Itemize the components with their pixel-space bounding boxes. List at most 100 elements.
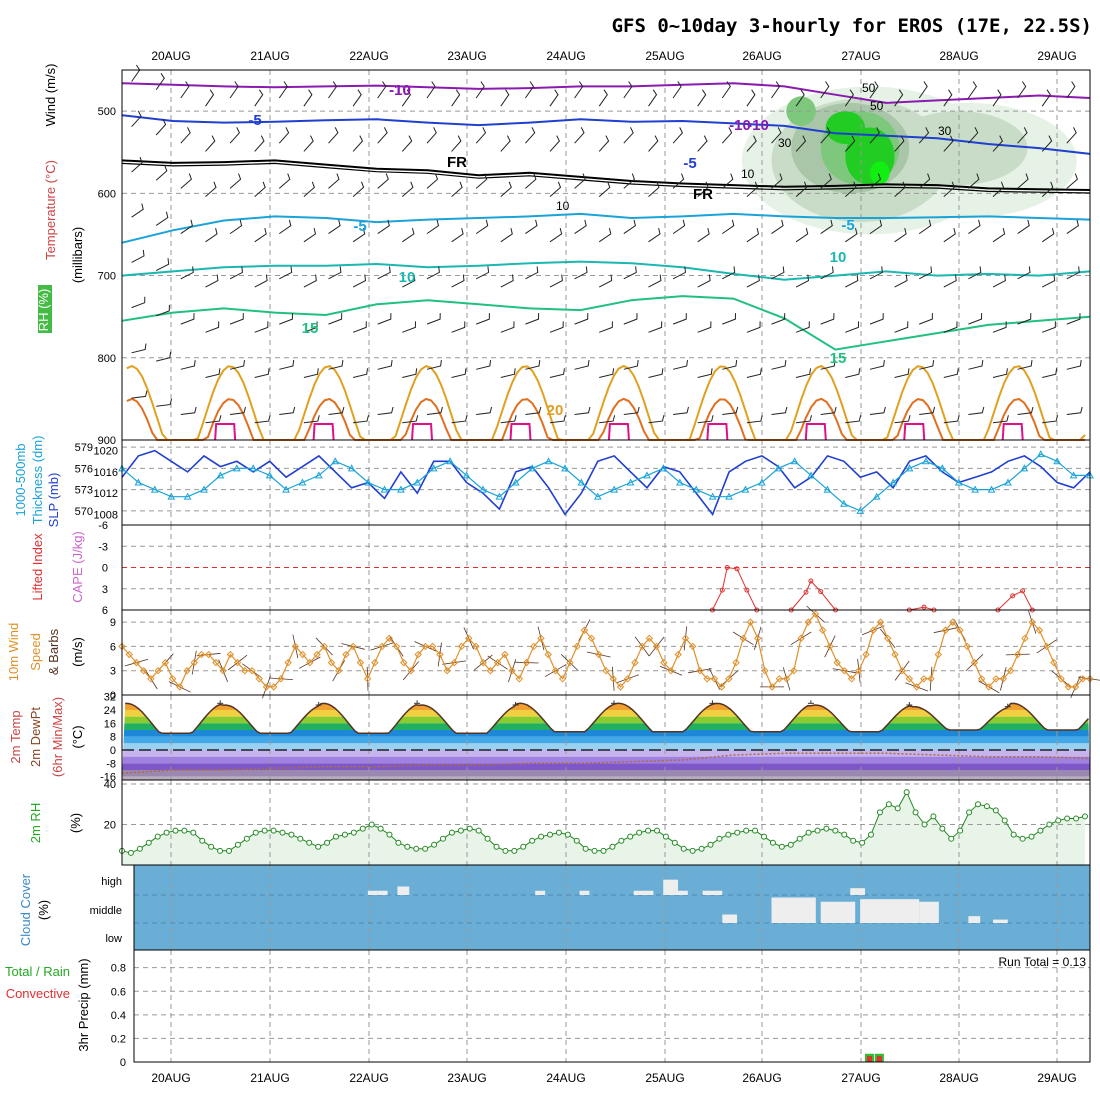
wind-barb <box>402 227 415 243</box>
wind-barb <box>574 81 584 99</box>
rh-marker <box>386 831 393 838</box>
wind-barb <box>918 173 931 189</box>
wind-barb <box>1042 415 1059 424</box>
wind-barb <box>131 156 143 173</box>
wind-barb <box>746 415 763 424</box>
lifted-index-marker <box>808 578 814 584</box>
wind-barb <box>943 135 954 152</box>
wind-speed-marker <box>515 675 524 683</box>
wind-barb <box>402 321 416 333</box>
wind-barb <box>623 173 635 189</box>
wind-barb <box>205 181 217 197</box>
cloud-bar <box>535 890 546 895</box>
wind-speed-marker <box>739 634 747 643</box>
rh2m-axis-label: (%) <box>68 813 83 833</box>
thickness-marker <box>938 464 947 472</box>
thickness-marker <box>1069 471 1078 479</box>
wind-axis-label: & Barbs <box>46 628 61 675</box>
wind-barb <box>156 398 173 407</box>
wind-barb <box>352 135 364 152</box>
wind-speed-marker <box>753 634 762 643</box>
thickness-marker <box>790 457 799 465</box>
wind-barb <box>820 173 832 189</box>
wind-speed-line <box>121 612 1090 688</box>
rh-marker <box>1019 835 1026 842</box>
wind-barb <box>1066 266 1080 280</box>
wind-barb <box>746 135 757 152</box>
isotherm-line--10 <box>121 82 1091 104</box>
wind-barb <box>1017 81 1027 99</box>
wind-barb <box>401 181 414 197</box>
wind-barb <box>254 368 270 378</box>
thickness-axis-label: Thickness (dm) <box>30 436 45 525</box>
wind-barb <box>402 274 416 288</box>
wind-barb <box>746 368 762 378</box>
wind-barb <box>180 360 196 370</box>
contour-label: -10 <box>747 117 769 134</box>
li-tick-label: 3 <box>102 584 108 596</box>
wind-speed-marker <box>761 667 769 675</box>
wind-barb <box>672 266 687 280</box>
rh-marker <box>154 833 161 840</box>
wind-barb <box>475 127 487 144</box>
wind-barb <box>820 266 834 280</box>
rh-marker <box>823 825 830 832</box>
cloud-axis-label: Cloud Cover <box>18 873 33 946</box>
rh-marker <box>350 829 357 836</box>
contour-label: -5 <box>353 218 366 235</box>
rh-marker <box>1082 813 1088 820</box>
wind-barb <box>795 274 810 288</box>
temp-band <box>122 710 1090 717</box>
rh-marker <box>966 809 973 816</box>
thickness-marker <box>331 457 340 465</box>
lifted-index-line <box>711 566 758 611</box>
temp-axis-label: 2m Temp <box>8 710 23 763</box>
cloud-axis-label: (%) <box>36 900 51 920</box>
wind-speed-marker <box>291 642 300 651</box>
thickness-marker <box>282 485 290 493</box>
wind-barb <box>377 219 390 235</box>
wind-barb <box>426 406 443 415</box>
rh-marker <box>645 827 652 834</box>
wind-barb <box>451 415 468 424</box>
temp-tick-label: 8 <box>110 732 116 744</box>
wind-speed-marker <box>623 675 632 683</box>
wind-speed-marker <box>342 650 350 659</box>
rh-contour-label: 50 <box>862 81 876 95</box>
wind-barb <box>796 415 812 424</box>
wind-barb <box>525 406 542 415</box>
cloud-band-label: low <box>105 933 122 945</box>
lifted-index-marker <box>1010 593 1016 599</box>
wind-speed-marker <box>335 667 343 675</box>
wind-barb <box>968 360 984 370</box>
wind-speed-marker <box>219 667 227 675</box>
wind-barb <box>500 89 510 107</box>
wind-barb <box>278 173 291 189</box>
wind-speed-marker <box>985 683 993 691</box>
wind-barb <box>1017 406 1034 415</box>
wind-barb <box>574 313 589 325</box>
wind-barb <box>451 321 466 333</box>
wind-barb <box>869 127 880 144</box>
wind-barb <box>254 181 266 197</box>
panel-frame <box>121 439 1091 526</box>
upper-axis-label: Temperature (°C) <box>43 160 58 260</box>
rh-marker <box>805 829 812 836</box>
slp-axis-label: SLP (mb) <box>46 473 61 528</box>
lifted-index-marker <box>818 589 824 595</box>
wind-barb <box>303 135 314 152</box>
wind-barb <box>599 415 616 424</box>
temp-band <box>122 716 1090 724</box>
wind-barb <box>844 135 856 152</box>
precip-tick-label: 0.6 <box>111 986 126 998</box>
isotherm-line-FR <box>121 159 1091 191</box>
wind-speed-marker <box>465 634 473 643</box>
wind-barb <box>721 127 733 144</box>
wind-barb <box>525 266 539 280</box>
cloud-bar <box>397 886 410 895</box>
wind-barb <box>967 81 978 99</box>
wind-barb <box>746 181 758 197</box>
wind-barb <box>475 219 489 235</box>
wind-barb <box>697 321 712 333</box>
